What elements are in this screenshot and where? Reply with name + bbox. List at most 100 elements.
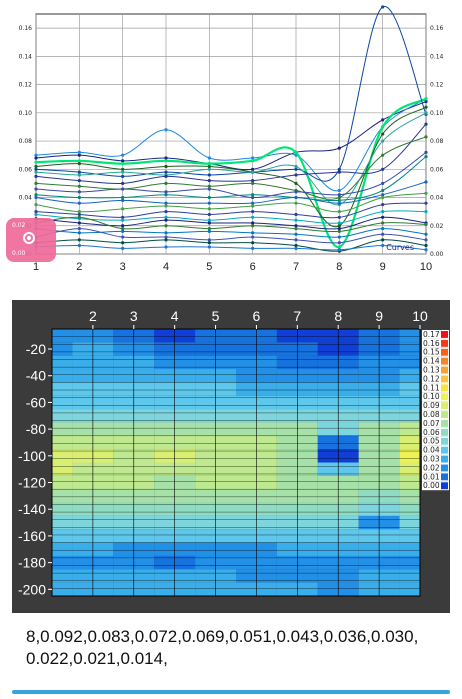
colorbar-cell-bg	[422, 454, 449, 464]
colorbar-swatch	[441, 348, 448, 356]
x-tick-label: 9	[375, 308, 383, 324]
data-point	[164, 245, 168, 249]
data-point	[251, 210, 255, 214]
x-tick-label: 4	[163, 261, 169, 273]
y-tick-label-right: 0.06	[430, 166, 444, 173]
heatmap-cell	[52, 369, 73, 383]
data-point	[164, 201, 168, 205]
colorbar-label: 0.12	[423, 374, 440, 383]
heatmap-cell	[52, 395, 73, 410]
data-point	[34, 170, 38, 174]
colorbar-swatch	[441, 331, 448, 338]
series-line	[35, 216, 427, 230]
data-point	[164, 224, 168, 228]
data-point	[294, 195, 298, 200]
data-point	[121, 167, 125, 171]
colorbar-swatch	[441, 339, 448, 347]
colorbar-cell-bg	[422, 338, 449, 348]
x-tick-label: 8	[336, 261, 342, 273]
colorbar-label: 0.08	[423, 410, 440, 419]
x-tick-label: 7	[293, 261, 299, 273]
x-tick-label: 1	[33, 261, 39, 273]
colorbar-swatch	[441, 446, 448, 454]
data-point	[381, 153, 385, 157]
y-tick-label-right: 0.04	[430, 195, 444, 202]
data-point	[207, 226, 211, 231]
series-line	[35, 156, 427, 202]
heatmap-chart[interactable]: 2 3 4 5 6 7 8 9 10 -20 -40 -60 -80 -100 -120 -140 -160 -1…	[12, 300, 450, 613]
y-tick-label: -80	[26, 421, 46, 437]
data-point	[121, 153, 125, 157]
data-point	[121, 224, 125, 228]
x-tick-label: 5	[212, 308, 220, 324]
data-point	[207, 187, 211, 191]
data-point	[164, 238, 168, 242]
data-point	[164, 235, 168, 239]
colorbar-swatch	[441, 437, 448, 445]
data-point	[121, 187, 125, 191]
colorbar-cell-bg	[422, 445, 449, 455]
colorbar-cell-bg	[422, 356, 449, 366]
zoom-button[interactable]: 0.02 0.00	[6, 218, 56, 262]
y-tick-label: -120	[18, 475, 46, 491]
x-tick-label: 8	[334, 308, 342, 324]
data-point	[337, 248, 341, 252]
colorbar-swatch	[441, 402, 448, 410]
data-point	[381, 5, 385, 9]
heatmap-cell	[52, 475, 73, 490]
y-tick-label-left: 0.04	[19, 195, 33, 202]
data-point	[251, 156, 255, 160]
data-point	[207, 241, 211, 245]
data-point	[34, 153, 38, 157]
data-point	[381, 202, 385, 207]
data-point	[207, 218, 211, 222]
colorbar-swatch	[441, 455, 448, 463]
data-point	[121, 159, 125, 163]
zoom-label-bottom: 0.00	[12, 250, 26, 257]
data-point	[294, 224, 298, 228]
data-point	[207, 229, 211, 234]
data-point	[251, 159, 255, 163]
data-point	[207, 167, 211, 171]
x-tick-label: 6	[253, 308, 261, 324]
colorbar-cell-bg	[422, 419, 449, 428]
line-chart[interactable]: 1 2 3 4 5 6 7 8 9 10 0.00 0.00 0.02 0.02 0.04 0.04 0.06 0…	[0, 0, 462, 280]
x-tick-label: 9	[380, 261, 386, 273]
data-point	[34, 164, 38, 169]
data-point	[294, 190, 298, 194]
series-line	[35, 98, 427, 192]
data-point	[381, 210, 385, 214]
colorbar-label: 0.02	[423, 463, 440, 472]
heatmap-cell	[399, 422, 420, 436]
heatmap-cell	[52, 502, 73, 516]
data-point	[381, 226, 385, 231]
colorbar-cell-bg	[422, 436, 449, 446]
y-tick-label-right: 0.14	[430, 53, 444, 60]
colorbar-swatch	[441, 411, 448, 418]
heatmap-cell	[52, 329, 73, 343]
data-point	[337, 195, 341, 200]
data-point	[424, 222, 428, 226]
heatmap-cell	[52, 422, 73, 436]
data-point	[77, 153, 81, 157]
data-point	[424, 243, 428, 248]
y-tick-label-left: 0.14	[19, 53, 33, 60]
data-point	[381, 188, 385, 193]
data-point	[251, 170, 255, 174]
data-point	[337, 235, 341, 239]
heatmap-cell	[399, 489, 420, 503]
data-point	[251, 178, 255, 183]
heatmap-cell	[52, 462, 73, 476]
x-tick-label: 5	[206, 261, 212, 273]
data-point	[424, 122, 428, 126]
heatmap-cell	[399, 342, 420, 356]
x-tick-label: 4	[171, 308, 179, 324]
data-point	[164, 170, 168, 174]
series-line	[35, 112, 427, 206]
series-line	[35, 210, 427, 224]
x-tick-label: 2	[89, 308, 97, 324]
colorbar-swatch	[441, 384, 448, 392]
series-line	[35, 245, 427, 251]
data-point	[424, 248, 428, 252]
series-line	[35, 192, 427, 213]
